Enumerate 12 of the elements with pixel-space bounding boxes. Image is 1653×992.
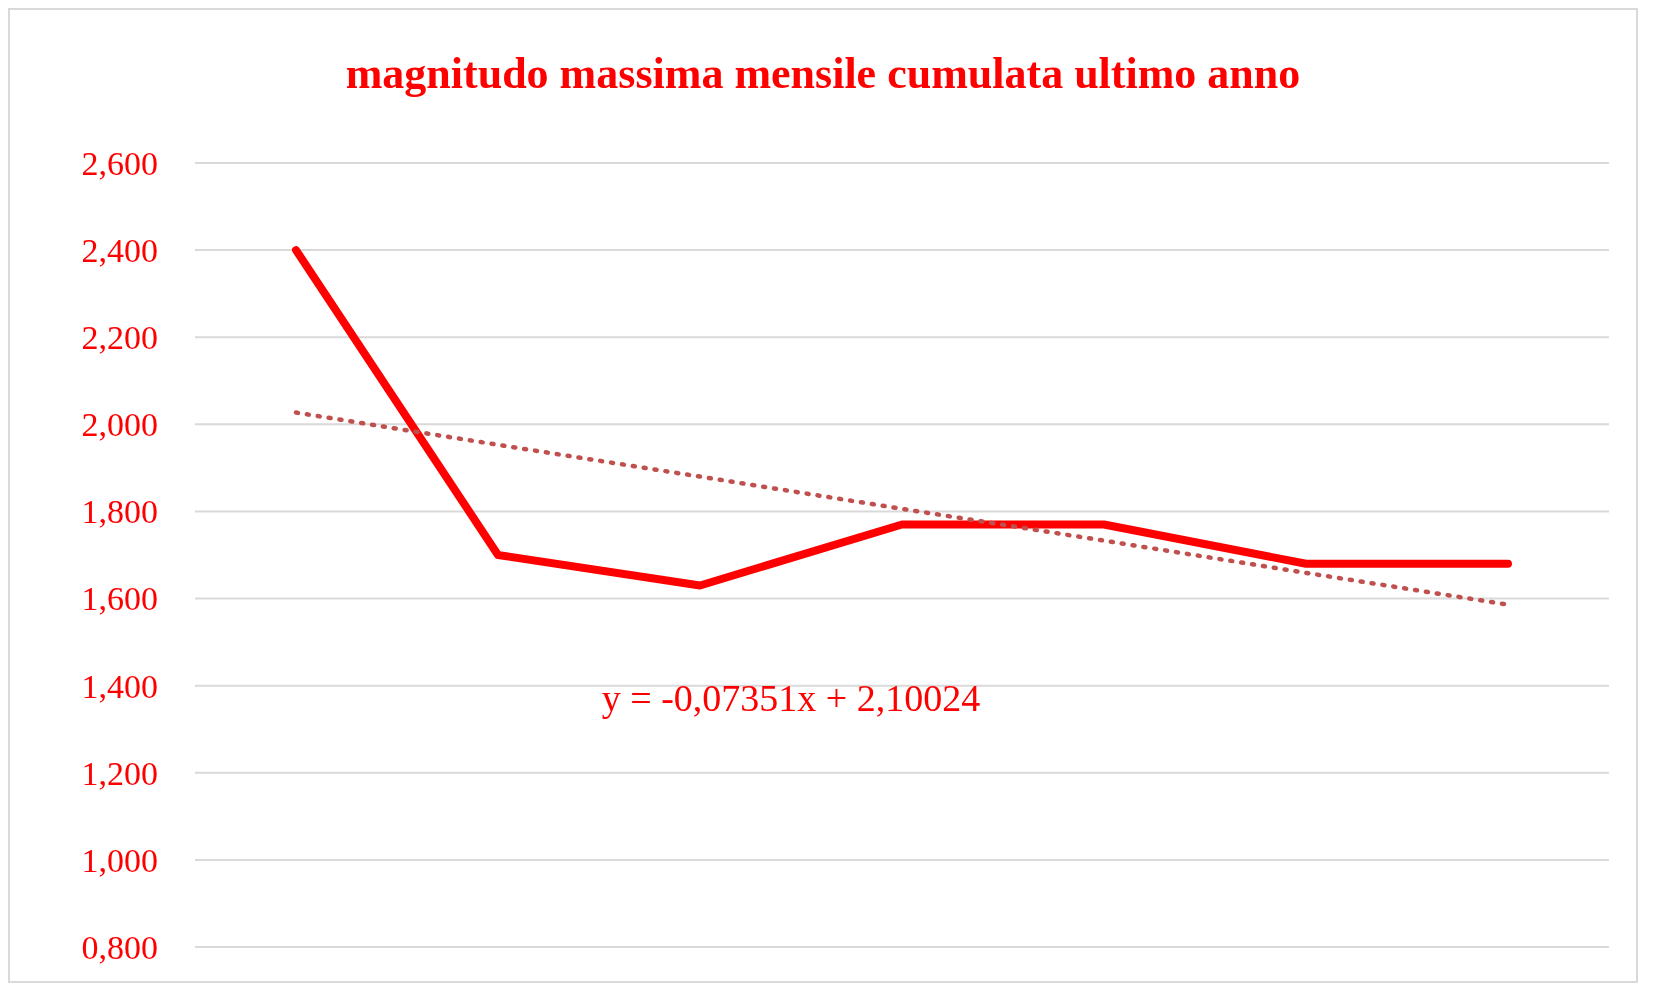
y-tick-label: 1,800 [81,493,158,531]
y-tick-label: 0,800 [81,928,158,966]
chart-title: magnitudo massima mensile cumulata ultimo anno [345,49,1301,98]
y-tick-label: 1,400 [81,667,158,705]
y-tick-label: 2,000 [81,406,158,444]
y-tick-label: 2,400 [81,232,158,270]
annotation: y = -0,07351x + 2,10024 [601,676,981,719]
y-tick-label: 1,000 [81,841,158,879]
y-tick-label: 1,600 [81,580,158,618]
y-tick-label: 2,200 [81,319,158,357]
y-tick-label: 2,600 [81,144,158,182]
y-tick-label: 1,200 [81,754,158,792]
